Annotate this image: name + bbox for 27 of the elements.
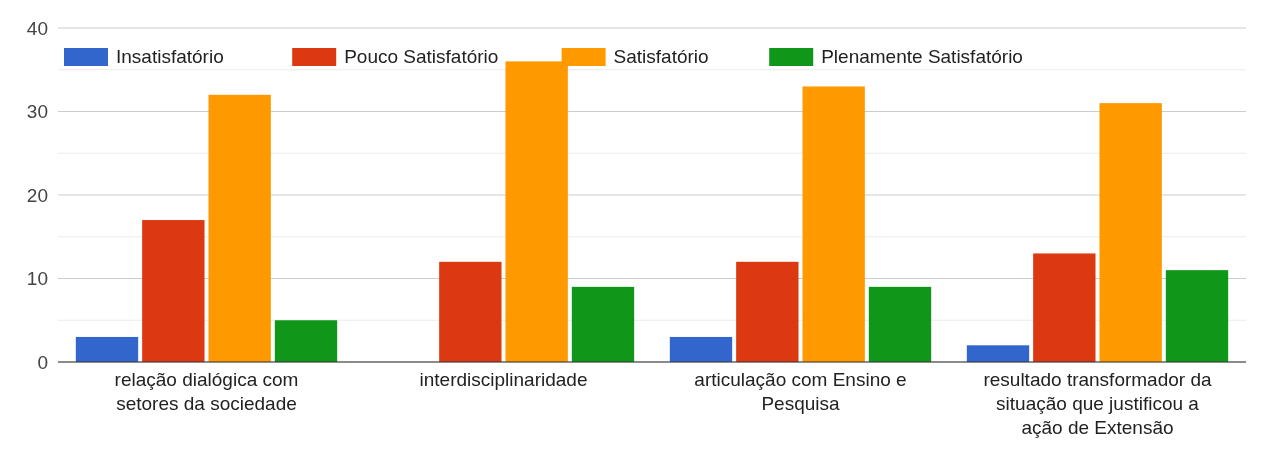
bar bbox=[802, 86, 865, 362]
x-tick-label: resultado transformador da situação que justificou a ação de Extensão bbox=[983, 369, 1212, 438]
bar bbox=[75, 336, 139, 362]
bar bbox=[1165, 270, 1229, 362]
x-tick-label: relação dialógica com setores da sociedade bbox=[114, 369, 299, 414]
x-tick-label: interdisciplinaridade bbox=[419, 369, 588, 390]
bar bbox=[966, 345, 1030, 362]
y-tick-label: 40 bbox=[26, 17, 48, 39]
bar bbox=[571, 286, 635, 362]
bar bbox=[439, 261, 502, 362]
legend-label: Satisfatório bbox=[613, 46, 709, 67]
bar bbox=[274, 320, 338, 362]
y-tick-label: 20 bbox=[26, 184, 48, 206]
bar bbox=[208, 94, 271, 362]
bar bbox=[142, 220, 205, 362]
x-tick-label: articulação com Ensino e Pesquisa bbox=[694, 369, 907, 414]
bar bbox=[1099, 103, 1162, 362]
legend-label: Insatisfatório bbox=[116, 46, 224, 67]
bar bbox=[1033, 253, 1096, 362]
y-tick-label: 30 bbox=[26, 101, 48, 123]
legend-label: Pouco Satisfatório bbox=[344, 46, 499, 67]
y-tick-label: 10 bbox=[26, 268, 48, 290]
bar bbox=[736, 261, 799, 362]
bar bbox=[669, 336, 733, 362]
legend-label: Plenamente Satisfatório bbox=[821, 46, 1023, 67]
y-tick-label: 0 bbox=[37, 351, 48, 373]
bar bbox=[868, 286, 932, 362]
